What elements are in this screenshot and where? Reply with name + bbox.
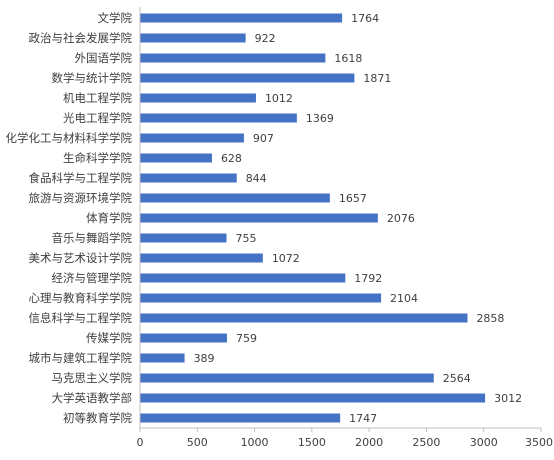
data-label: 907 [253,132,274,145]
data-label: 3012 [494,392,522,405]
category-label: 音乐与舞蹈学院 [52,231,133,245]
x-tick-label: 1000 [241,436,269,449]
bar [140,53,326,63]
data-label: 759 [236,332,257,345]
data-label: 1012 [265,92,293,105]
category-label: 生命科学学院 [63,151,132,165]
category-label: 马克思主义学院 [52,371,133,385]
category-label: 光电工程学院 [63,111,132,125]
data-label: 1871 [363,72,391,85]
category-label: 数学与统计学院 [52,71,133,85]
bar [140,93,256,103]
bar [140,233,227,243]
x-tick-label: 0 [137,436,144,449]
data-label: 1369 [306,112,334,125]
bar [140,173,237,183]
x-tick-label: 3000 [470,436,498,449]
x-axis: 0 500 1000 1500 2000 2500 3000 3500 [137,7,553,449]
data-label: 628 [221,152,242,165]
data-label: 389 [194,352,215,365]
bar [140,113,297,123]
category-label: 体育学院 [86,211,132,225]
bars-layer [140,13,486,423]
data-label: 2104 [390,292,418,305]
category-label: 化学化工与材料科学学院 [6,131,133,145]
bar [140,33,246,43]
data-label: 1072 [272,252,300,265]
data-label: 1618 [334,52,362,65]
data-label: 844 [246,172,267,185]
category-labels-layer: 文学院政治与社会发展学院外国语学院数学与统计学院机电工程学院光电工程学院化学化工… [6,11,133,425]
x-tick-label: 2000 [355,436,383,449]
category-label: 经济与管理学院 [52,271,133,285]
category-label: 传媒学院 [86,331,132,345]
data-label: 2076 [387,212,415,225]
data-label: 1764 [351,12,379,25]
bar [140,253,263,263]
x-tick-label: 500 [187,436,208,449]
x-tick-label: 1500 [298,436,326,449]
bar [140,293,382,303]
data-label: 2858 [476,312,504,325]
data-label: 1657 [339,192,367,205]
bar [140,333,227,343]
category-label: 心理与教育科学学院 [29,291,133,305]
bar [140,153,212,163]
category-label: 文学院 [98,11,133,25]
data-label: 1747 [349,412,377,425]
category-label: 大学英语教学部 [52,391,133,405]
bar [140,213,378,223]
category-label: 旅游与资源环境学院 [29,191,133,205]
bar [140,73,355,83]
x-tick-label: 3500 [525,436,553,449]
data-label: 2564 [443,372,471,385]
category-label: 城市与建筑工程学院 [29,351,133,365]
bar [140,313,468,323]
bar [140,13,343,23]
bar [140,373,434,383]
category-label: 政治与社会发展学院 [29,31,133,45]
data-label: 922 [255,32,276,45]
category-label: 食品科学与工程学院 [29,171,133,185]
bar [140,193,330,203]
bar [140,273,346,283]
category-label: 机电工程学院 [63,91,132,105]
category-label: 初等教育学院 [63,411,132,425]
bar [140,393,486,403]
bar [140,133,244,143]
data-label: 1792 [354,272,382,285]
category-label: 外国语学院 [75,51,133,65]
category-label: 美术与艺术设计学院 [29,251,133,265]
data-label: 755 [236,232,257,245]
bar [140,413,341,423]
category-label: 信息科学与工程学院 [29,311,133,325]
bar [140,353,185,363]
x-tick-label: 2500 [412,436,440,449]
